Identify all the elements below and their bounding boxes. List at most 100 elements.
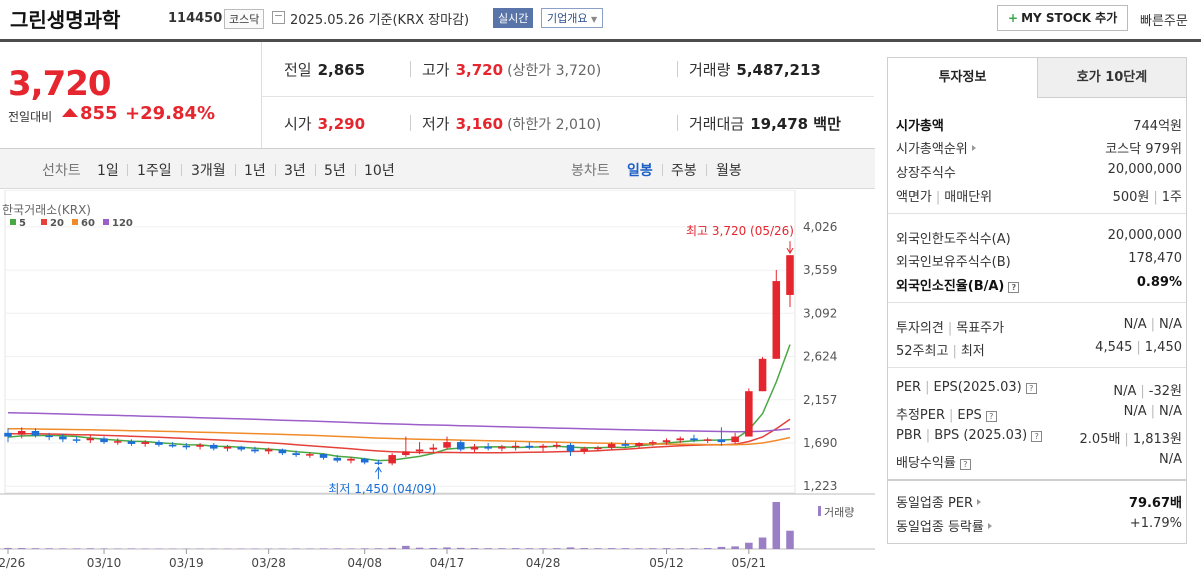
volume-bar <box>415 547 424 549</box>
volume-bar <box>59 548 67 549</box>
candle-body <box>594 447 602 450</box>
volume-bar <box>786 530 794 549</box>
stock-code: 114450 <box>168 11 223 26</box>
volume-bar <box>333 548 342 549</box>
period-3m[interactable]: 3개월 <box>191 163 226 179</box>
info-row-sector-change[interactable]: 동일업종 등락률 +1.79% <box>896 516 1182 535</box>
volume-bar <box>100 548 108 549</box>
info-row-52week: 52주최고 | 최저 4,545 | 1,450 <box>896 340 1182 359</box>
candle-body <box>443 442 451 448</box>
info-row-foreign-ratio: 외국인소진율(B/A)? 0.89% <box>896 275 1182 294</box>
plus-icon: + <box>1008 11 1019 25</box>
max-price-label: 최고 3,720 (05/26) <box>686 224 794 238</box>
stat-volume: 거래량 5,487,213 <box>689 61 821 79</box>
candle-body <box>607 443 616 448</box>
stock-name: 그린생명과학 <box>10 8 121 32</box>
divider <box>677 61 678 77</box>
market-badge: 코스닥 <box>224 9 265 29</box>
candle-body <box>772 281 781 359</box>
chart-period-bar: 선차트 1일 1주일 3개월 1년 3년 5년 10년 봉차트 일봉 주봉 월봉 <box>0 149 875 189</box>
ma-line-60 <box>7 427 791 446</box>
tab-orderbook[interactable]: 호가 10단계 <box>1037 58 1186 98</box>
y-tick-label: 4,026 <box>803 220 837 234</box>
candle-weekly[interactable]: 주봉 <box>671 163 697 179</box>
candle-daily[interactable]: 일봉 <box>627 163 653 179</box>
period-1w[interactable]: 1주일 <box>137 163 172 179</box>
volume-bar <box>498 548 506 549</box>
volume-bar <box>251 548 259 549</box>
caret-right-icon <box>971 145 976 151</box>
candle-chart-label: 봉차트 <box>571 163 610 179</box>
candle-body <box>100 438 108 443</box>
candle-body <box>402 451 410 456</box>
volume-bar <box>443 547 451 549</box>
candle-monthly[interactable]: 월봉 <box>716 163 742 179</box>
stock-chart[interactable]: 4,026 3,559 3,092 2,624 2,157 1,690 1,223 한국거래소… <box>0 190 875 571</box>
volume-bar <box>374 548 383 549</box>
volume-bar <box>388 547 396 549</box>
candle-body <box>360 458 369 463</box>
help-icon[interactable]: ? <box>1008 282 1020 293</box>
candle-body <box>4 432 12 437</box>
period-1d[interactable]: 1일 <box>97 163 119 179</box>
corp-info-dropdown[interactable]: 기업개요 ▼ <box>541 8 604 28</box>
legend-label: 20 <box>50 218 64 229</box>
volume-bar <box>758 537 767 549</box>
volume-bar <box>141 548 149 549</box>
candle-body <box>511 445 520 448</box>
legend-label: 120 <box>112 218 133 229</box>
volume-bar <box>594 548 602 549</box>
volume-bar <box>511 548 520 549</box>
candle-body <box>498 446 506 449</box>
period-3y[interactable]: 3년 <box>284 163 306 179</box>
period-10y[interactable]: 10년 <box>364 163 395 179</box>
min-arrow-head <box>374 466 382 473</box>
ma-line-120 <box>7 411 791 433</box>
volume-bar <box>4 547 12 549</box>
header-divider <box>0 39 1201 42</box>
volume-bar <box>429 547 438 549</box>
price-date: 2025.05.26 기준(KRX 장마감) <box>290 13 470 28</box>
volume-bar <box>31 548 40 549</box>
min-price-label: 최저 1,450 (04/09) <box>328 482 436 496</box>
my-stock-add-button[interactable]: + MY STOCK 추가 <box>997 5 1129 31</box>
volume-legend-swatch <box>818 506 821 516</box>
candle-body <box>141 442 149 444</box>
candle-body <box>223 446 232 449</box>
candle-body <box>415 449 424 452</box>
x-tick-label: 03/19 <box>169 556 204 570</box>
ma-line-20 <box>8 418 791 454</box>
help-icon[interactable]: ? <box>985 411 997 422</box>
candlestick-chart-svg: 4,026 3,559 3,092 2,624 2,157 1,690 1,223 한국거래소… <box>0 190 875 570</box>
help-icon[interactable]: ? <box>1025 383 1037 394</box>
x-tick-label: 02/26 <box>0 556 25 570</box>
candle-body <box>786 255 794 295</box>
calendar-icon <box>272 11 285 24</box>
candle-body <box>182 445 191 448</box>
tab-invest-info[interactable]: 투자정보 <box>888 58 1037 98</box>
y-tick-label: 3,092 <box>803 306 837 320</box>
candle-body <box>347 458 355 461</box>
legend-swatch <box>72 219 78 225</box>
candle-body <box>635 443 643 446</box>
volume-bar <box>525 548 534 549</box>
divider <box>888 213 1186 214</box>
current-price: 3,720 <box>8 64 112 104</box>
candle-body <box>278 449 287 454</box>
volume-bar <box>360 548 369 549</box>
stat-low: 저가 3,160 (하한가 2,010) <box>422 115 602 133</box>
volume-bar <box>45 548 53 549</box>
help-icon[interactable]: ? <box>959 459 971 470</box>
period-1y[interactable]: 1년 <box>244 163 266 179</box>
candle-body <box>113 441 122 443</box>
info-row-cap-rank[interactable]: 시가총액순위 코스닥 979위 <box>896 142 1182 157</box>
candle-body <box>690 438 698 441</box>
caret-right-icon <box>987 523 992 529</box>
period-5y[interactable]: 5년 <box>324 163 346 179</box>
candle-body <box>580 448 588 452</box>
info-row-sector-per[interactable]: 동일업종 PER 79.67배 <box>896 496 1182 511</box>
realtime-button[interactable]: 실시간 <box>493 8 534 28</box>
quick-order-link[interactable]: 빠른주문 <box>1140 14 1188 29</box>
help-icon[interactable]: ? <box>1031 431 1043 442</box>
candle-body <box>17 430 26 435</box>
